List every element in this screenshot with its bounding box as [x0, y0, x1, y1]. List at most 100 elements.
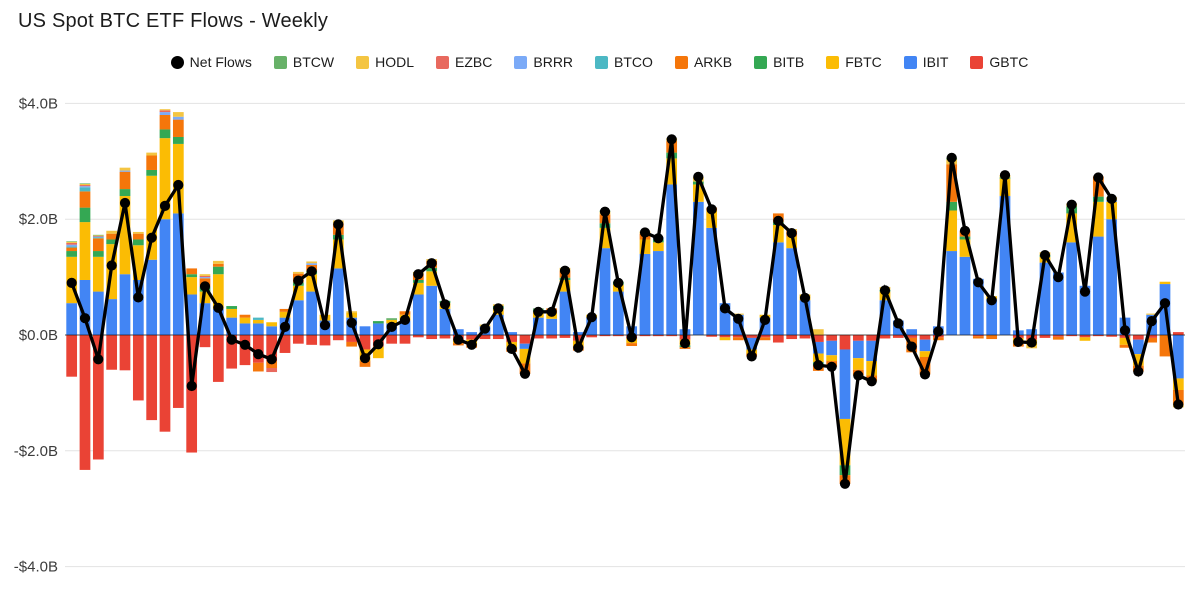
net-flows-point — [906, 341, 917, 352]
bar-segment-bitb — [172, 136, 184, 144]
legend-item-hodl[interactable]: HODL — [356, 54, 414, 70]
bar-segment-brrr — [306, 263, 318, 265]
bar-segment-ibit — [159, 219, 171, 335]
net-flows-point — [386, 321, 397, 332]
bar-segment-arkb — [79, 191, 91, 208]
net-flows-point — [693, 171, 704, 182]
bar-segment-gbtc — [879, 335, 891, 339]
gbtc-legend-swatch-icon — [970, 55, 984, 69]
bar-segment-ibit — [719, 303, 731, 335]
bar-segment-ibit — [999, 196, 1011, 335]
bar-segment-fbtc — [772, 224, 784, 243]
legend-label: BRRR — [533, 54, 574, 70]
net-flows-point — [559, 265, 571, 276]
net-flows-point — [679, 338, 691, 349]
net-flows-point — [1039, 250, 1051, 261]
bar-segment-gbtc — [292, 335, 304, 344]
bar-segment-bitb — [332, 234, 344, 240]
net-flows-point — [79, 313, 91, 324]
bar-segment-ibit — [772, 242, 784, 335]
legend-item-bitb[interactable]: BITB — [754, 54, 804, 70]
legend-item-ezbc[interactable]: EZBC — [436, 54, 492, 70]
bar-segment-fbtc — [79, 222, 91, 280]
bar-segment-fbtc — [226, 308, 238, 318]
bar-segment-ibit — [652, 251, 664, 335]
legend-item-btco[interactable]: BTCO — [595, 54, 653, 70]
bar-segment-ibit — [799, 300, 811, 335]
net-flows-point — [773, 215, 784, 226]
y-tick-label: $2.0B — [19, 211, 58, 228]
net-flows-point — [439, 299, 451, 310]
net-flows-point — [746, 351, 757, 362]
bar-segment-fbtc — [839, 418, 851, 466]
net-flows-point — [426, 258, 437, 269]
bar-segment-ibit — [399, 320, 411, 335]
legend-item-brrr[interactable]: BRRR — [514, 54, 573, 70]
bar-segment-fbtc — [639, 239, 651, 254]
bar-segment-arkb — [92, 238, 104, 252]
bar-segment-hodl — [146, 152, 158, 156]
net-flows-point — [239, 339, 251, 350]
bar-segment-fbtc — [1159, 281, 1171, 285]
bar-segment-ibit — [612, 291, 624, 335]
bar-segment-gbtc — [386, 335, 398, 344]
bar-segment-ibit — [506, 332, 518, 336]
bar-segment-gbtc — [839, 335, 851, 350]
bar-segment-ibit — [572, 332, 584, 336]
bar-segment-ibit — [1092, 236, 1104, 335]
bar-segment-fbtc — [519, 348, 531, 364]
bar-segment-fbtc — [372, 346, 384, 359]
bar-segment-gbtc — [652, 335, 664, 337]
y-tick-label: -$2.0B — [14, 443, 58, 460]
legend-label: Net Flows — [189, 54, 252, 70]
bar-segment-hodl — [812, 329, 824, 335]
legend-item-btcw[interactable]: BTCW — [273, 54, 334, 70]
bar-segment-fbtc — [212, 274, 224, 309]
bar-segment-gbtc — [1146, 335, 1158, 338]
bar-segment-ibit — [1132, 339, 1144, 355]
net-flows-point — [466, 339, 477, 350]
bar-segment-gbtc — [546, 335, 558, 339]
bar-segment-hodl — [212, 260, 224, 264]
bar-segment-gbtc — [346, 335, 358, 342]
bar-segment-ibit — [426, 285, 438, 335]
y-tick-label: $0.0B — [19, 327, 58, 344]
legend-item-arkb[interactable]: ARKB — [674, 54, 732, 70]
bar-segment-ibit — [292, 300, 304, 335]
bar-segment-gbtc — [599, 335, 611, 337]
bar-segment-hodl — [119, 167, 131, 171]
net-flows-point — [946, 152, 957, 163]
bar-segment-fbtc — [599, 227, 611, 249]
bar-segment-gbtc — [972, 335, 984, 337]
bar-segment-arkb — [66, 247, 78, 252]
bar-segment-ibit — [79, 280, 91, 335]
bar-segment-brrr — [79, 186, 91, 188]
legend-item-net-flows[interactable]: Net Flows — [170, 54, 252, 70]
bar-segment-ibit — [986, 299, 998, 335]
bar-segment-ibit — [599, 248, 611, 335]
bar-segment-fbtc — [332, 239, 344, 269]
net-flows-point — [213, 302, 224, 313]
bar-segment-ibit — [239, 323, 251, 335]
legend-item-ibit[interactable]: IBIT — [903, 54, 948, 70]
legend-item-gbtc[interactable]: GBTC — [970, 54, 1028, 70]
bar-segment-gbtc — [146, 335, 158, 421]
net-flows-point — [959, 225, 971, 236]
bar-segment-arkb — [106, 233, 118, 240]
bar-segment-gbtc — [119, 335, 131, 371]
bitb-legend-swatch-icon — [754, 55, 768, 69]
net-flows-point — [119, 197, 131, 209]
bar-segment-hodl — [92, 235, 104, 236]
legend-item-fbtc[interactable]: FBTC — [826, 54, 882, 70]
net-flows-point — [853, 370, 864, 381]
legend-label: EZBC — [455, 54, 493, 70]
bar-segment-ibit — [372, 323, 384, 335]
net-flows-point — [533, 306, 544, 317]
bar-segment-ibit — [172, 213, 184, 335]
bar-segment-fbtc — [666, 158, 678, 185]
bar-segment-arkb — [239, 314, 251, 318]
bar-segment-ibit — [972, 278, 984, 335]
bar-segment-ibit — [946, 251, 958, 335]
net-flows-point — [573, 342, 584, 353]
bar-segment-gbtc — [586, 335, 598, 338]
